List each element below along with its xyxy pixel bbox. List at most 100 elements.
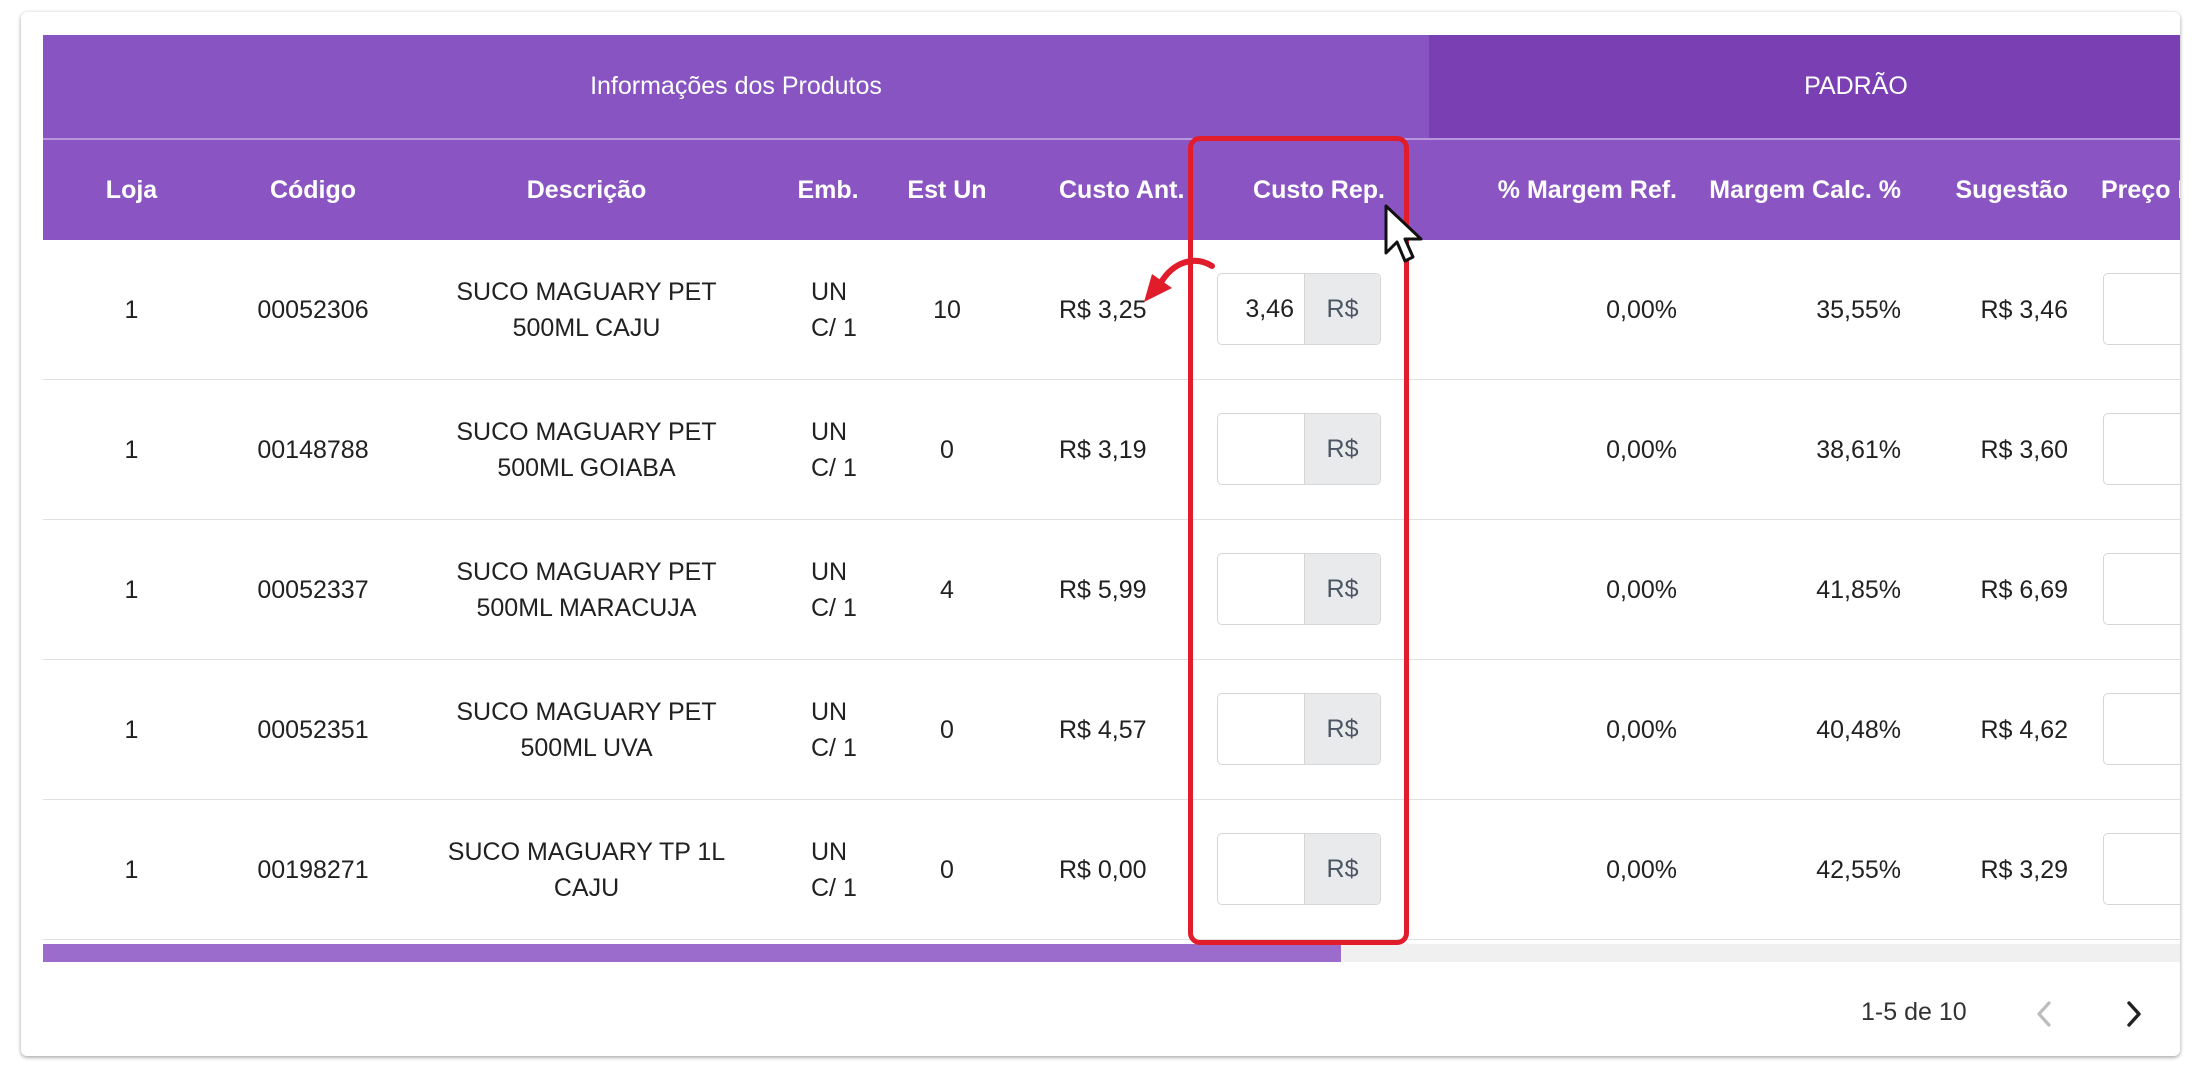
- chevron-right-icon: [2127, 1001, 2141, 1027]
- cell-descricao: SUCO MAGUARY PET 500ML UVA: [406, 660, 767, 800]
- cell-custo-ant: R$ 5,99: [1059, 576, 1147, 604]
- cell-descricao: SUCO MAGUARY TP 1L CAJU: [406, 800, 767, 940]
- cell-descricao-line-1: SUCO MAGUARY PET: [456, 698, 717, 726]
- mouse-cursor-icon: [1384, 204, 1423, 263]
- cell-descricao-line-1: SUCO MAGUARY PET: [456, 558, 717, 586]
- table-row: 1 00052337 SUCO MAGUARY PET 500ML MARACU…: [43, 520, 2180, 660]
- cell-codigo: 00148788: [257, 436, 369, 464]
- preco-input[interactable]: [2103, 833, 2180, 905]
- cell-emb-line-2: C/ 1: [811, 594, 857, 622]
- cell-est-un: 0: [940, 856, 954, 884]
- column-header-preco[interactable]: Preço I: [2101, 175, 2180, 204]
- column-header-descricao[interactable]: Descrição: [526, 175, 647, 204]
- previous-page-button[interactable]: [2023, 992, 2067, 1036]
- horizontal-scrollbar[interactable]: [43, 944, 2180, 962]
- currency-addon: R$: [1304, 414, 1380, 484]
- column-header-loja[interactable]: Loja: [105, 175, 158, 204]
- cell-emb-line-1: UN: [811, 558, 848, 586]
- column-header-margem-ref[interactable]: % Margem Ref.: [1497, 175, 1677, 204]
- annotation-arrow-icon: [1144, 257, 1215, 302]
- column-header-sugestao[interactable]: Sugestão: [1955, 175, 2068, 204]
- preco-input[interactable]: [2103, 273, 2180, 345]
- column-header-est-un[interactable]: Est Un: [907, 175, 987, 204]
- cell-margem-calc: 42,55%: [1816, 856, 1901, 884]
- cell-descricao: SUCO MAGUARY PET 500ML CAJU: [406, 240, 767, 380]
- table-row: 1 00148788 SUCO MAGUARY PET 500ML GOIABA…: [43, 380, 2180, 520]
- cell-emb: UN C/ 1: [811, 240, 891, 380]
- cell-codigo: 00052337: [257, 576, 369, 604]
- custo-rep-input-group: R$: [1217, 553, 1381, 625]
- cell-emb: UN C/ 1: [811, 520, 891, 660]
- cell-codigo: 00052306: [257, 296, 369, 324]
- column-header-custo-ant[interactable]: Custo Ant.: [1059, 175, 1185, 204]
- column-header-custo-rep[interactable]: Custo Rep.: [1253, 175, 1385, 204]
- cell-custo-ant: R$ 4,57: [1059, 716, 1147, 744]
- cell-est-un: 4: [940, 576, 954, 604]
- cell-loja: 1: [124, 856, 139, 884]
- custo-rep-input[interactable]: [1218, 414, 1304, 484]
- cell-descricao-line-1: SUCO MAGUARY PET: [456, 418, 717, 446]
- cell-margem-ref: 0,00%: [1606, 436, 1677, 464]
- preco-input[interactable]: [2103, 413, 2180, 485]
- custo-rep-input-group: R$: [1217, 833, 1381, 905]
- currency-addon: R$: [1304, 694, 1380, 764]
- cell-custo-ant: R$ 0,00: [1059, 856, 1147, 884]
- cell-margem-calc: 38,61%: [1816, 436, 1901, 464]
- cell-descricao-line-2: CAJU: [553, 874, 620, 902]
- custo-rep-input[interactable]: [1218, 834, 1304, 904]
- currency-addon: R$: [1304, 834, 1380, 904]
- preco-input[interactable]: [2103, 553, 2180, 625]
- cell-margem-ref: 0,00%: [1606, 856, 1677, 884]
- group-header-padrao: PADRÃO: [1429, 35, 2180, 138]
- cell-descricao-line-2: 500ML CAJU: [512, 314, 661, 342]
- custo-rep-input[interactable]: [1218, 694, 1304, 764]
- pagination-range: 1-5 de 10: [1861, 998, 1967, 1026]
- preco-input[interactable]: [2103, 693, 2180, 765]
- products-table: Informações dos Produtos PADRÃO Loja Cód…: [43, 35, 2180, 973]
- custo-rep-input-group: R$: [1217, 413, 1381, 485]
- cell-est-un: 0: [940, 436, 954, 464]
- custo-rep-input[interactable]: [1218, 274, 1304, 344]
- cell-custo-ant: R$ 3,19: [1059, 436, 1147, 464]
- cell-margem-calc: 35,55%: [1816, 296, 1901, 324]
- cell-emb-line-1: UN: [811, 278, 848, 306]
- cell-emb-line-2: C/ 1: [811, 874, 857, 902]
- cell-margem-ref: 0,00%: [1606, 576, 1677, 604]
- table-row: 1 00198271 SUCO MAGUARY TP 1L CAJU UN C/…: [43, 800, 2180, 940]
- cell-codigo: 00198271: [257, 856, 369, 884]
- scrollbar-thumb[interactable]: [43, 944, 1341, 962]
- products-table-card: Informações dos Produtos PADRÃO Loja Cód…: [21, 12, 2180, 1056]
- column-header-codigo[interactable]: Código: [269, 175, 357, 204]
- cell-emb-line-1: UN: [811, 418, 848, 446]
- cell-sugestao: R$ 3,46: [1980, 296, 2068, 324]
- cell-sugestao: R$ 6,69: [1980, 576, 2068, 604]
- cell-descricao-line-1: SUCO MAGUARY PET: [456, 278, 717, 306]
- cell-sugestao: R$ 3,60: [1980, 436, 2068, 464]
- cell-emb: UN C/ 1: [811, 800, 891, 940]
- cell-descricao: SUCO MAGUARY PET 500ML MARACUJA: [406, 520, 767, 660]
- cell-descricao-line-2: 500ML MARACUJA: [476, 594, 697, 622]
- column-header-row: Loja Código Descrição Emb. Est Un Custo …: [43, 138, 2180, 240]
- cell-emb-line-2: C/ 1: [811, 314, 857, 342]
- custo-rep-input[interactable]: [1218, 554, 1304, 624]
- cell-emb-line-2: C/ 1: [811, 734, 857, 762]
- cell-custo-ant: R$ 3,25: [1059, 296, 1147, 324]
- cell-sugestao: R$ 3,29: [1980, 856, 2068, 884]
- column-header-emb[interactable]: Emb.: [797, 175, 859, 204]
- cell-margem-ref: 0,00%: [1606, 296, 1677, 324]
- cell-loja: 1: [124, 436, 139, 464]
- column-header-margem-calc[interactable]: Margem Calc. %: [1709, 175, 1901, 204]
- group-header-row: Informações dos Produtos PADRÃO: [43, 35, 2180, 138]
- cell-emb: UN C/ 1: [811, 660, 891, 800]
- cell-loja: 1: [124, 576, 139, 604]
- cell-margem-ref: 0,00%: [1606, 716, 1677, 744]
- group-header-product-info: Informações dos Produtos: [43, 35, 1429, 138]
- cell-descricao: SUCO MAGUARY PET 500ML GOIABA: [406, 380, 767, 520]
- next-page-button[interactable]: [2111, 992, 2155, 1036]
- cell-est-un: 0: [940, 716, 954, 744]
- custo-rep-input-group: R$: [1217, 693, 1381, 765]
- cell-emb: UN C/ 1: [811, 380, 891, 520]
- currency-addon: R$: [1304, 274, 1380, 344]
- cell-margem-calc: 41,85%: [1816, 576, 1901, 604]
- currency-addon: R$: [1304, 554, 1380, 624]
